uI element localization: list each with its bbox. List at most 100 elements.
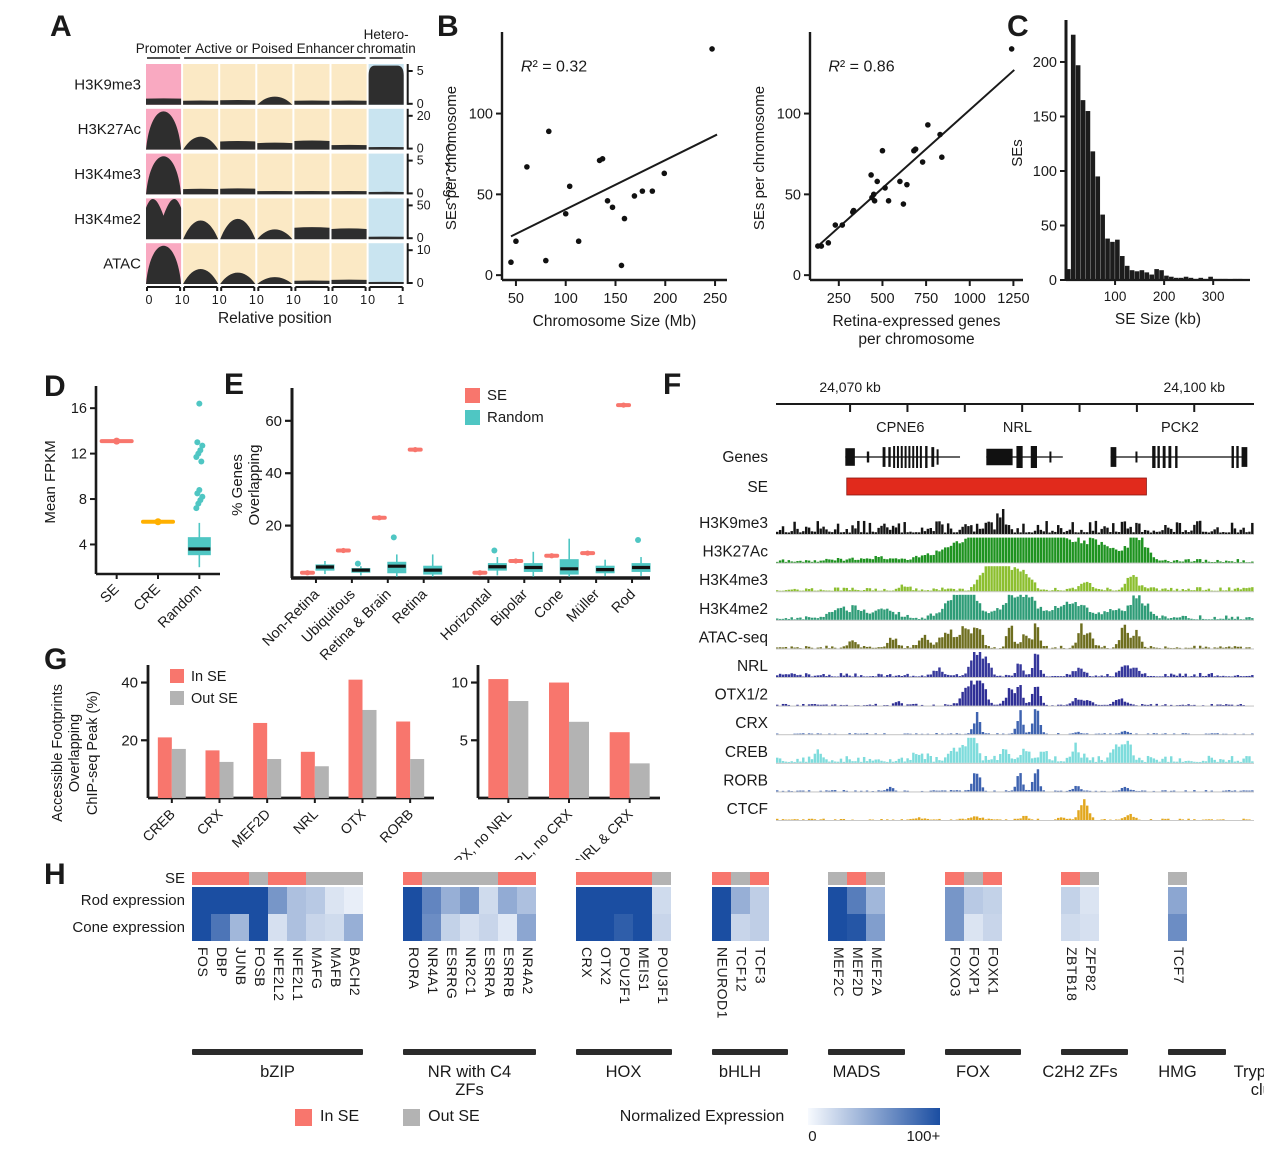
- family-underline: [944, 1049, 1021, 1055]
- se-status-cell: [828, 872, 847, 885]
- svg-text:H3K4me3: H3K4me3: [74, 166, 141, 183]
- se-status-cell: [730, 872, 750, 885]
- gene-label: FOXK1: [985, 947, 1002, 996]
- heatmap-cell: [325, 914, 344, 941]
- svg-text:5: 5: [417, 64, 424, 78]
- svg-text:per chromosome: per chromosome: [858, 331, 974, 348]
- se-status-cell: [192, 872, 211, 885]
- heatmap-cell: [595, 914, 614, 941]
- svg-text:R² = 0.32: R² = 0.32: [521, 59, 587, 76]
- signal-track-H3K4me3: [776, 566, 1254, 592]
- scatter-ses-vs-retina-genes: 250 500 750 1000 1250 0 50 100 Retina-expressed …: [751, 32, 1030, 348]
- svg-text:NRL & CRX: NRL & CRX: [572, 805, 636, 860]
- svg-text:OTX1/2: OTX1/2: [715, 687, 768, 704]
- heatmap-legend: In SE Out SE Normalized Expression 0 100+: [295, 1108, 941, 1145]
- svg-text:ATAC: ATAC: [103, 256, 141, 273]
- svg-text:8: 8: [79, 492, 87, 508]
- heatmap-cell: [730, 887, 750, 914]
- panel-g-barcharts: Accessible Footprints Overlapping ChIP-s…: [40, 645, 705, 880]
- coverage-cell: [146, 153, 182, 195]
- legend-label: Out SE: [428, 1108, 480, 1125]
- signal-track-RORB: [776, 769, 1254, 792]
- heatmap-cell: [847, 887, 866, 914]
- svg-text:SEs per chromosome: SEs per chromosome: [751, 86, 768, 230]
- gene-label: MEIS1: [636, 947, 652, 992]
- svg-text:0: 0: [183, 293, 190, 307]
- gene-label: MEF2C: [831, 947, 847, 997]
- tf-family-group: FOXO3 FOXP1 FOXK1 FOX: [944, 872, 1021, 1081]
- svg-text:150: 150: [1033, 109, 1057, 125]
- gene-label: MAFG: [309, 947, 325, 990]
- svg-text:Müller: Müller: [564, 586, 603, 625]
- tf-family-group: FOS DBP JUNB FOSB NFE2L2 NFE2L1 MAFG MAFB BACH2 b…: [192, 872, 363, 1081]
- gene-label: MAFB: [328, 947, 344, 988]
- svg-text:ATAC-seq: ATAC-seq: [699, 629, 768, 646]
- svg-text:RORB: RORB: [723, 772, 768, 789]
- se-status-cell: [614, 872, 633, 885]
- family-name: MADS: [832, 1063, 881, 1081]
- svg-text:In SE: In SE: [191, 669, 227, 685]
- svg-text:SE: SE: [487, 387, 507, 404]
- svg-text:Retina: Retina: [390, 586, 432, 628]
- heatmap-row-label: Cone expression: [72, 919, 185, 936]
- svg-text:50: 50: [508, 291, 524, 307]
- svg-text:H3K4me2: H3K4me2: [699, 601, 768, 618]
- svg-text:SEs per chromosome: SEs per chromosome: [443, 86, 460, 230]
- svg-text:NRL: NRL: [737, 658, 768, 675]
- heatmap-cell: [268, 914, 287, 941]
- heatmap-cell: [211, 914, 230, 941]
- se-status-cell: [982, 872, 1002, 885]
- svg-text:20: 20: [417, 109, 431, 123]
- heatmap-cell: [325, 887, 344, 914]
- gene-label: JUNB: [233, 947, 249, 986]
- coverage-cell: [368, 64, 404, 105]
- family-underline: [192, 1049, 363, 1055]
- heatmap-cell: [460, 914, 479, 941]
- svg-text:50: 50: [1041, 218, 1057, 234]
- svg-text:R² = 0.86: R² = 0.86: [828, 59, 894, 76]
- gene-label: MEF2A: [869, 947, 885, 997]
- svg-text:100: 100: [777, 107, 801, 123]
- gene-label: NFE2L1: [290, 947, 306, 1002]
- svg-text:H3K9me3: H3K9me3: [699, 515, 768, 532]
- coverage-cell: [257, 243, 293, 284]
- panel-d-boxplot: 4 8 12 16 Mean FPKM SE CRE Random: [40, 376, 230, 649]
- heatmap-cell: [517, 914, 536, 941]
- panel-h-label: H: [44, 858, 66, 891]
- heatmap-cell: [441, 914, 460, 941]
- panel-e-boxplot: 20 40 60% Genes Overlapping Non-Retina Ubiqui…: [226, 366, 658, 671]
- se-status-cell: [847, 872, 866, 885]
- coverage-cell: [146, 64, 182, 105]
- panel-e-label: E: [224, 368, 245, 401]
- heatmap-cell: [828, 914, 847, 941]
- coverage-cell: [257, 64, 293, 105]
- svg-text:Random: Random: [155, 582, 205, 632]
- svg-text:Overlapping: Overlapping: [246, 445, 263, 526]
- svg-text:CRX: CRX: [193, 805, 226, 838]
- panel-g-label: G: [44, 643, 68, 676]
- histogram-se-size: 100 200 300 0 50 100 150 200 SE Size (kb) SEs: [1009, 20, 1250, 328]
- svg-text:1: 1: [249, 293, 256, 307]
- heatmap-cell: [441, 887, 460, 914]
- gene-label: ESRRG: [444, 947, 460, 1000]
- svg-text:150: 150: [603, 291, 627, 307]
- heatmap-cell: [344, 914, 363, 941]
- heatmap-cell: [944, 887, 964, 914]
- svg-text:5: 5: [460, 732, 468, 749]
- svg-text:16: 16: [71, 401, 87, 417]
- svg-text:50: 50: [477, 187, 493, 203]
- coverage-cell: [294, 108, 330, 150]
- family-name: bHLH: [718, 1063, 762, 1081]
- svg-text:100: 100: [1033, 164, 1057, 180]
- heatmap-cell: [614, 887, 633, 914]
- coverage-cell: [331, 64, 367, 105]
- gene-label: ESRRB: [501, 947, 517, 998]
- signal-track-CTCF: [776, 799, 1251, 820]
- se-status-cell: [498, 872, 517, 885]
- svg-text:0: 0: [417, 231, 424, 245]
- svg-text:1: 1: [323, 293, 330, 307]
- heatmap-cell: [287, 887, 306, 914]
- svg-text:Hetero-: Hetero-: [364, 27, 409, 42]
- heatmap-cell: [982, 914, 1002, 941]
- svg-text:CRX: CRX: [735, 715, 768, 732]
